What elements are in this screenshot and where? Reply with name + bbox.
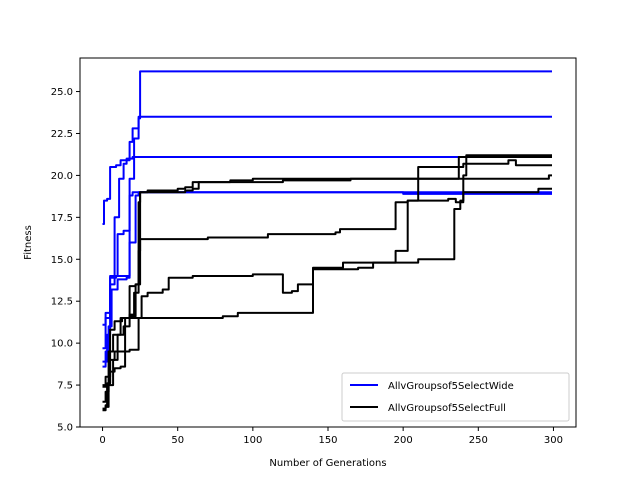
x-axis: 0 50 100 150 200 250 300 bbox=[99, 427, 563, 446]
x-tick-label: 100 bbox=[243, 435, 262, 446]
axes-frame bbox=[79, 57, 577, 428]
x-tick-label: 150 bbox=[318, 435, 337, 446]
y-axis: 5.0 7.5 10.0 12.5 15.0 17.5 20.0 22.5 25.0 bbox=[51, 87, 80, 434]
x-axis-label: Number of Generations bbox=[269, 458, 386, 469]
x-tick-label: 250 bbox=[469, 435, 488, 446]
series-line-selectwide-1 bbox=[102, 115, 552, 326]
y-tick-label: 25.0 bbox=[51, 87, 73, 98]
series-line-selectwide-0 bbox=[102, 70, 552, 350]
y-tick-label: 5.0 bbox=[57, 423, 73, 434]
x-tick-label: 0 bbox=[99, 435, 105, 446]
legend-box bbox=[341, 372, 570, 422]
series-line-selectfull-7 bbox=[102, 159, 552, 410]
legend: AllvGroupsof5SelectWide AllvGroupsof5Sel… bbox=[341, 372, 570, 422]
x-tick-label: 50 bbox=[171, 435, 184, 446]
x-tick-label: 300 bbox=[544, 435, 563, 446]
y-tick-label: 7.5 bbox=[57, 381, 73, 392]
series-line-selectfull-6 bbox=[102, 174, 552, 388]
y-axis-label: Fitness bbox=[23, 225, 34, 260]
legend-label-selectwide: AllvGroupsof5SelectWide bbox=[388, 381, 514, 392]
y-tick-label: 22.5 bbox=[51, 129, 73, 140]
y-tick-label: 20.0 bbox=[51, 171, 73, 182]
series-line-selectwide-4 bbox=[102, 191, 552, 368]
y-tick-label: 17.5 bbox=[51, 213, 73, 224]
series-line-selectwide-2 bbox=[102, 156, 552, 225]
y-tick-label: 12.5 bbox=[51, 297, 73, 308]
y-tick-label: 15.0 bbox=[51, 255, 73, 266]
legend-label-selectfull: AllvGroupsof5SelectFull bbox=[388, 403, 506, 414]
y-tick-label: 10.0 bbox=[51, 339, 73, 350]
series-line-selectfull-8 bbox=[102, 187, 552, 412]
series-line-selectfull-9 bbox=[102, 154, 552, 387]
series-layer bbox=[102, 70, 552, 412]
x-tick-label: 200 bbox=[394, 435, 413, 446]
